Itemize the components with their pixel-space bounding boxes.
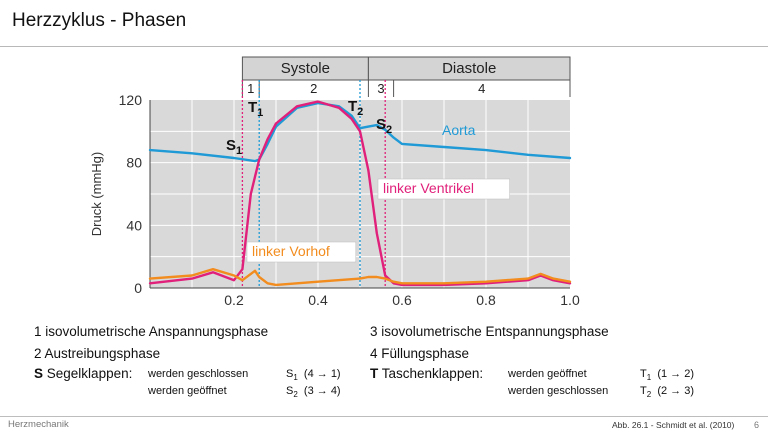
taschen-row-2-symbol: T2 (2 → 3) bbox=[640, 385, 694, 400]
phase-3-description: 3 isovolumetrische Entspannungsphase bbox=[370, 324, 609, 339]
segelklappen-heading: S Segelklappen: bbox=[34, 366, 132, 381]
figure-citation: Abb. 26.1 - Schmidt et al. (2010) bbox=[612, 420, 735, 430]
taschen-row-2-action: werden geschlossen bbox=[508, 385, 609, 397]
segel-row-1-action: werden geschlossen bbox=[148, 368, 249, 380]
segel-key: S bbox=[34, 366, 44, 381]
x-tick-label: 1.0 bbox=[560, 292, 580, 308]
segel-name: Segelklappen: bbox=[46, 366, 133, 381]
series-label: linker Ventrikel bbox=[383, 180, 474, 196]
phase-number: 1 bbox=[247, 81, 254, 96]
series-label-box bbox=[246, 241, 357, 263]
phase-number: 2 bbox=[310, 81, 317, 96]
phase-number: 4 bbox=[478, 81, 485, 96]
x-tick-label: 0.6 bbox=[392, 292, 412, 308]
y-axis-label: Druck (mmHg) bbox=[89, 152, 104, 237]
x-tick-label: 0.2 bbox=[224, 292, 244, 308]
taschenklappen-heading: T Taschenklappen: bbox=[370, 366, 483, 381]
x-tick-label: 0.4 bbox=[308, 292, 328, 308]
title-divider bbox=[0, 46, 768, 47]
page-number: 6 bbox=[754, 420, 760, 430]
segel-row-2-action: werden geöffnet bbox=[148, 385, 227, 397]
y-tick-label: 120 bbox=[119, 92, 143, 108]
segel-row-1-symbol: S1 (4 → 1) bbox=[286, 368, 341, 383]
phase-4-description: 4 Füllungsphase bbox=[370, 346, 470, 361]
footer-topic: Herzmechanik bbox=[8, 419, 69, 430]
y-tick-label: 0 bbox=[134, 280, 142, 296]
taschen-row-1-action: werden geöffnet bbox=[508, 368, 587, 380]
series-label-box bbox=[377, 178, 510, 200]
series-label: Aorta bbox=[442, 122, 476, 138]
phase-group-box bbox=[367, 56, 571, 81]
phase-1-description: 1 isovolumetrische Anspannungsphase bbox=[34, 324, 269, 339]
taschen-row-1-symbol: T1 (1 → 2) bbox=[640, 368, 694, 383]
y-tick-label: 80 bbox=[126, 155, 142, 171]
footer-divider bbox=[0, 416, 768, 417]
series-line-aorta bbox=[148, 101, 572, 163]
slide-title: Herzzyklus - Phasen bbox=[12, 10, 187, 31]
phase-group-label: Systole bbox=[281, 60, 330, 77]
phase-2-description: 2 Austreibungsphase bbox=[34, 346, 161, 361]
segel-row-2-symbol: S2 (3 → 4) bbox=[286, 385, 341, 400]
series-line-linker-vorhof bbox=[148, 268, 572, 287]
x-tick-label: 0.8 bbox=[476, 292, 496, 308]
phase-number: 3 bbox=[377, 81, 384, 96]
taschen-name: Taschenklappen: bbox=[381, 366, 484, 381]
taschen-key: T bbox=[370, 366, 379, 381]
phase-group-label: Diastole bbox=[442, 60, 496, 77]
series-line-linker-ventrikel bbox=[148, 100, 572, 287]
y-tick-label: 40 bbox=[126, 217, 142, 233]
series-label: linker Vorhof bbox=[252, 243, 330, 259]
